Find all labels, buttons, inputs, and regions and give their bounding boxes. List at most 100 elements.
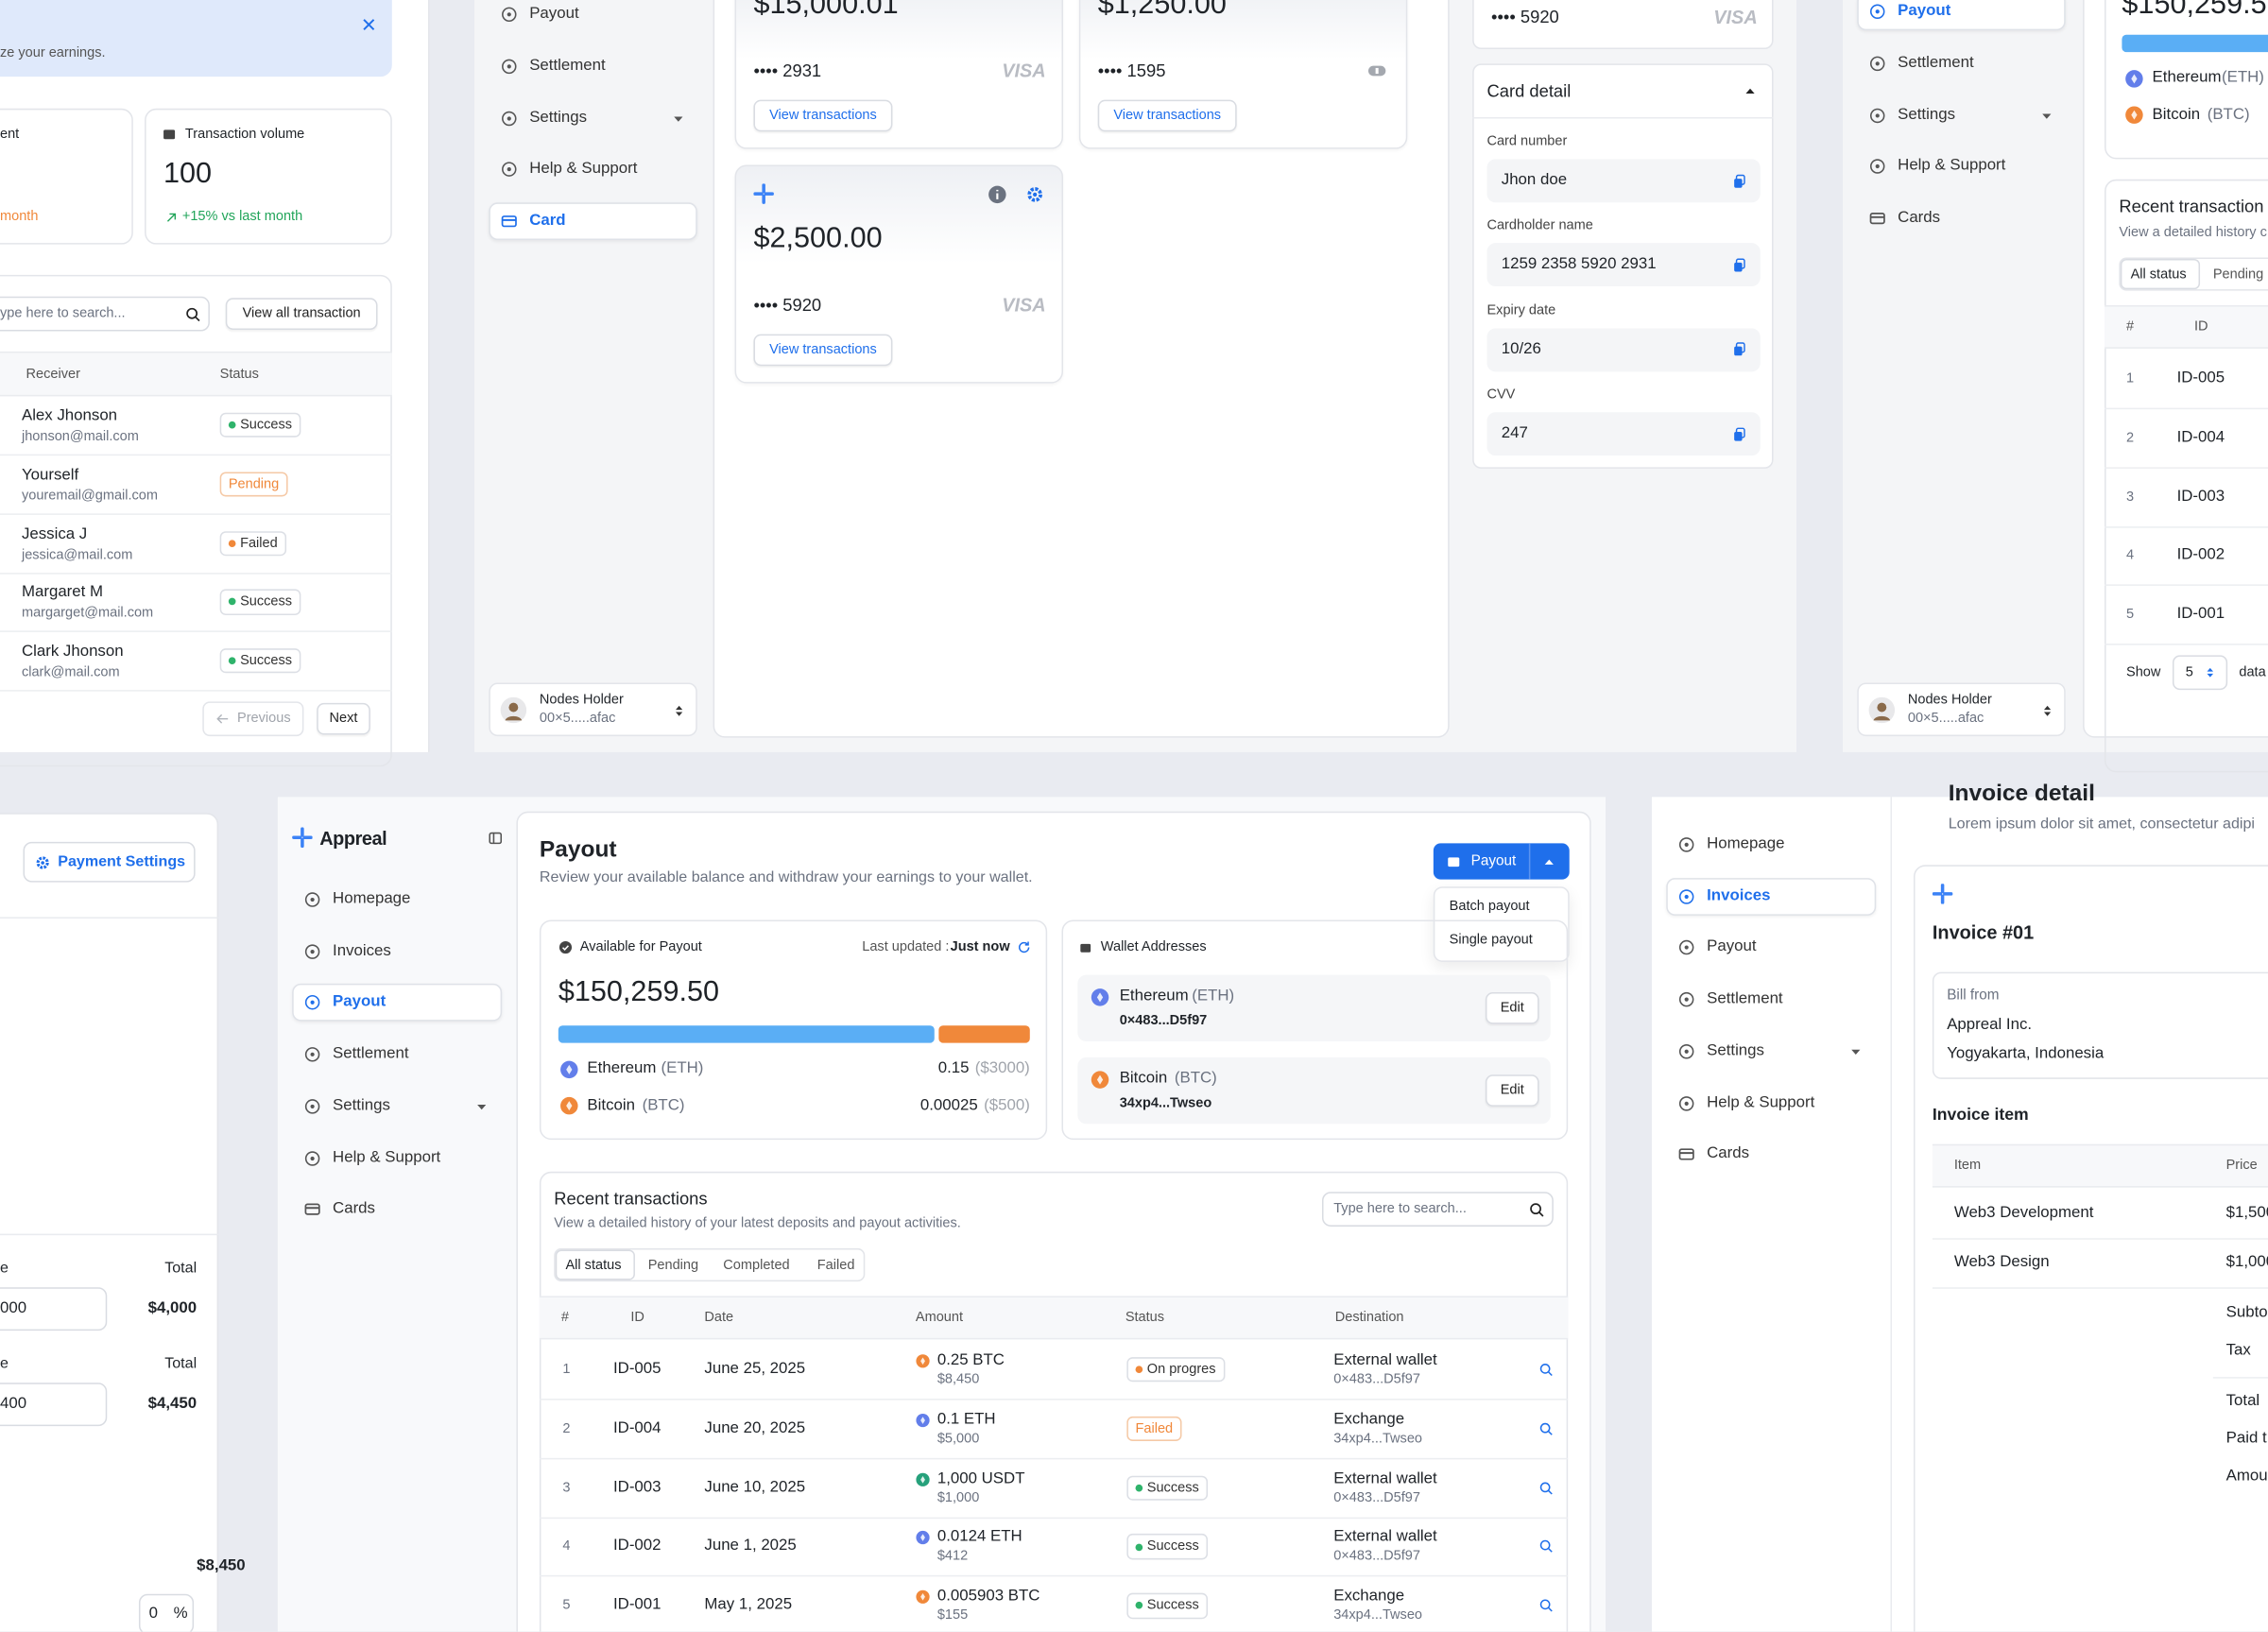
line-input[interactable] bbox=[0, 1287, 108, 1331]
divider bbox=[0, 1233, 219, 1236]
tab[interactable]: All status bbox=[2130, 266, 2187, 283]
nav-item[interactable]: Help & Support bbox=[1707, 1092, 1815, 1111]
nav-item[interactable]: Payout bbox=[333, 993, 387, 1011]
view-transactions-button[interactable]: View transactions bbox=[769, 341, 877, 358]
edit-button[interactable]: Edit bbox=[1500, 1082, 1524, 1099]
column-header: Price bbox=[2225, 1157, 2258, 1174]
field-input[interactable] bbox=[1486, 412, 1761, 456]
nav-item[interactable]: Homepage bbox=[1707, 834, 1785, 853]
nav-item[interactable]: Help & Support bbox=[1898, 157, 2006, 175]
menu-caret bbox=[1540, 853, 1557, 870]
field-label: Cardholder name bbox=[1486, 217, 1593, 234]
edit-button-bg[interactable] bbox=[1485, 1074, 1539, 1107]
trend-icon bbox=[164, 211, 178, 224]
line-total-label: Total bbox=[164, 1259, 198, 1278]
percent-value[interactable]: 0 bbox=[148, 1605, 159, 1623]
row-index: 5 bbox=[2125, 607, 2135, 623]
tab[interactable]: All status bbox=[565, 1257, 622, 1274]
asset-amount: 0.00025 bbox=[919, 1096, 978, 1114]
row-destination-address: 0×483...D5f97 bbox=[1333, 1489, 1420, 1506]
column-header: Item bbox=[1953, 1157, 1982, 1174]
row-index: 4 bbox=[562, 1538, 571, 1555]
tab[interactable]: Completed bbox=[723, 1257, 790, 1274]
row-destination: External wallet bbox=[1333, 1469, 1437, 1487]
coin-icon bbox=[1090, 988, 1108, 1006]
nav-item[interactable]: Payout bbox=[1707, 938, 1757, 956]
view-transactions-button[interactable]: View transactions bbox=[1113, 107, 1222, 124]
previous-label[interactable]: Previous bbox=[237, 710, 291, 727]
row-id: ID-004 bbox=[2176, 428, 2225, 446]
page-size-select[interactable] bbox=[2172, 655, 2228, 691]
asset-ticker: (BTC) bbox=[642, 1096, 685, 1114]
view-all-button[interactable]: View all transaction bbox=[242, 305, 361, 322]
coin-icon bbox=[559, 1059, 578, 1078]
nav-item[interactable]: Settings bbox=[1707, 1041, 1764, 1059]
view-transactions-button-bg[interactable] bbox=[1097, 99, 1237, 132]
nav-item[interactable]: Payout bbox=[529, 5, 579, 23]
card-number: •••• 5920 bbox=[753, 294, 822, 316]
nav-item[interactable]: Help & Support bbox=[529, 160, 638, 178]
payment-settings-button-bg[interactable] bbox=[23, 841, 196, 883]
search-box[interactable] bbox=[1321, 1192, 1554, 1227]
nav-item[interactable]: Card bbox=[529, 212, 566, 230]
view-transactions-button-bg[interactable] bbox=[753, 334, 893, 367]
stat-card bbox=[145, 108, 392, 245]
line-input-value[interactable]: 400 bbox=[0, 1395, 27, 1413]
row-divider bbox=[2105, 525, 2268, 528]
percent-input[interactable] bbox=[138, 1593, 195, 1632]
nav-item[interactable]: Settings bbox=[333, 1096, 390, 1114]
nav-item[interactable]: Invoices bbox=[333, 941, 391, 959]
previous-button[interactable] bbox=[202, 701, 304, 737]
field-input[interactable] bbox=[1486, 243, 1761, 287]
payout-button[interactable]: Payout bbox=[1470, 853, 1517, 869]
coin-icon bbox=[2124, 106, 2143, 125]
coin-icon bbox=[559, 1096, 578, 1115]
settings-icon bbox=[1024, 184, 1043, 203]
tab[interactable]: Pending bbox=[647, 1257, 699, 1274]
nav-item[interactable]: Cards bbox=[333, 1199, 375, 1218]
card[interactable] bbox=[734, 164, 1063, 384]
nav-item[interactable]: Settlement bbox=[333, 1044, 409, 1063]
row-id: ID-003 bbox=[612, 1478, 662, 1496]
page-size[interactable]: 5 bbox=[2185, 664, 2193, 680]
column-header: Date bbox=[704, 1309, 734, 1326]
line-input-value[interactable]: 000 bbox=[0, 1299, 27, 1317]
nav-item[interactable]: Settings bbox=[529, 108, 588, 127]
view-all-button-bg[interactable] bbox=[225, 298, 378, 330]
row-id: ID-004 bbox=[612, 1418, 662, 1437]
nav-item[interactable]: Invoices bbox=[1707, 886, 1771, 904]
field-input[interactable] bbox=[1486, 328, 1761, 372]
menu-item[interactable]: Batch payout bbox=[1449, 898, 1530, 915]
view-transactions-button[interactable]: View transactions bbox=[769, 107, 877, 124]
coin-icon bbox=[2124, 69, 2143, 88]
close-icon bbox=[360, 16, 377, 33]
payment-settings-button[interactable]: Payment Settings bbox=[58, 852, 186, 870]
settings-icon bbox=[34, 854, 50, 870]
edit-button-bg[interactable] bbox=[1485, 991, 1539, 1024]
nav-item[interactable]: Settlement bbox=[1707, 989, 1783, 1008]
search-box[interactable] bbox=[0, 296, 210, 332]
tab[interactable]: Pending bbox=[2212, 266, 2264, 283]
nav-item[interactable]: Cards bbox=[1898, 209, 1941, 227]
nav-item[interactable]: Settlement bbox=[1898, 53, 1974, 72]
line-input[interactable] bbox=[0, 1383, 108, 1427]
nav-item[interactable]: Payout bbox=[1898, 2, 1951, 20]
status-badge: Success bbox=[219, 412, 301, 438]
nav-item[interactable]: Homepage bbox=[333, 889, 411, 908]
nav-item[interactable]: Settings bbox=[1898, 105, 1956, 123]
card-brand: VISA bbox=[1713, 6, 1758, 28]
nav-item[interactable]: Cards bbox=[1707, 1144, 1750, 1162]
view-transactions-button-bg[interactable] bbox=[753, 99, 893, 132]
tab-active[interactable] bbox=[2120, 258, 2201, 290]
coin-icon bbox=[916, 1531, 930, 1545]
next-button[interactable]: Next bbox=[329, 710, 358, 727]
nav-item[interactable]: Settlement bbox=[529, 56, 606, 75]
next-button-bg[interactable] bbox=[317, 702, 370, 735]
menu-item[interactable]: Single payout bbox=[1449, 932, 1533, 949]
tab-active[interactable] bbox=[555, 1249, 635, 1280]
nav-item[interactable]: Help & Support bbox=[333, 1148, 441, 1166]
status-badge: On progres bbox=[1126, 1357, 1225, 1383]
edit-button[interactable]: Edit bbox=[1500, 1000, 1524, 1016]
field-input[interactable] bbox=[1486, 159, 1761, 203]
tab[interactable]: Failed bbox=[816, 1257, 855, 1274]
